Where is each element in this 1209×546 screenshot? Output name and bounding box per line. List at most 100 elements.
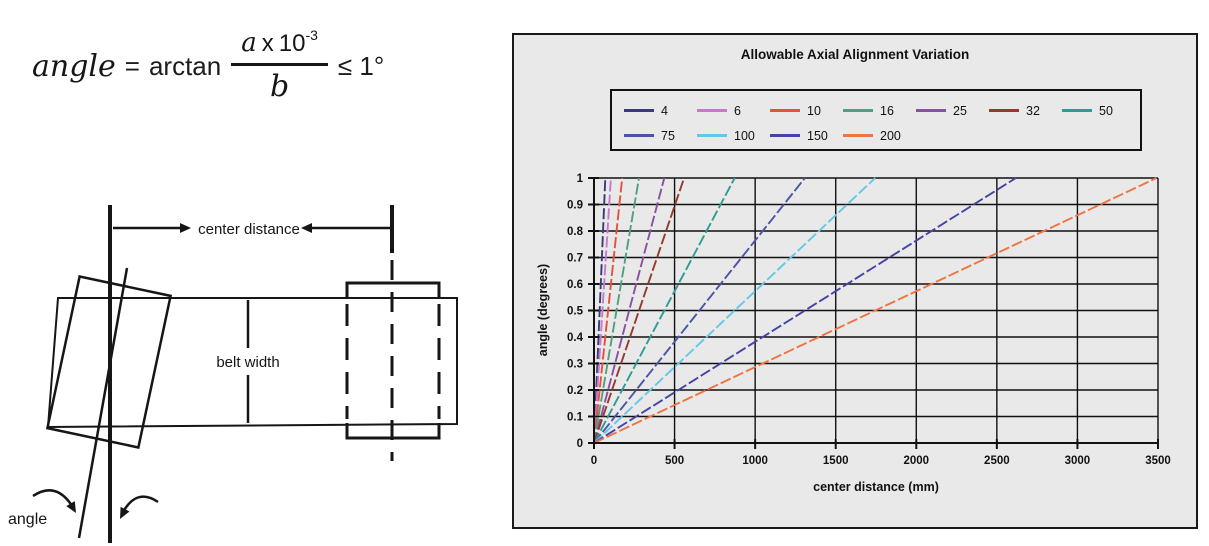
formula-a-var: a xyxy=(241,28,257,58)
y-tick-label: 0.2 xyxy=(567,385,583,397)
legend-swatch-icon xyxy=(1062,109,1092,112)
legend-item-32: 32 xyxy=(989,104,1062,118)
series-line-200 xyxy=(593,177,1157,444)
legend-swatch-icon xyxy=(697,109,727,112)
formula-equals: = xyxy=(124,50,140,81)
y-tick-label: 0.6 xyxy=(567,279,583,291)
legend-swatch-icon xyxy=(989,109,1019,112)
series-line-10 xyxy=(593,177,624,444)
belt-width-label: belt width xyxy=(216,354,279,371)
y-tick-label: 0.8 xyxy=(567,226,584,238)
legend-label: 32 xyxy=(1026,103,1040,118)
chart-legend: 4 6 10 16 25 32 50 75 100 150 200 xyxy=(610,89,1142,151)
series-line-32 xyxy=(593,177,685,444)
legend-swatch-icon xyxy=(624,109,654,112)
y-tick-label: 0.1 xyxy=(567,412,584,424)
legend-swatch-icon xyxy=(843,109,873,112)
angle-arrowhead-left-icon xyxy=(66,501,76,513)
center-distance-dimension: center distance xyxy=(113,221,391,238)
legend-swatch-icon xyxy=(770,134,800,137)
x-tick-label: 500 xyxy=(665,455,684,467)
legend-swatch-icon xyxy=(624,134,654,137)
tilted-axis-line xyxy=(77,267,129,539)
legend-label: 6 xyxy=(734,103,741,118)
legend-item-75: 75 xyxy=(624,129,697,143)
formula-constraint: ≤ 1° xyxy=(337,50,385,81)
series-line-6 xyxy=(593,177,612,444)
legend-item-16: 16 xyxy=(843,104,916,118)
belt-alignment-diagram: center distance belt width angle xyxy=(8,205,458,543)
angle-label: angle xyxy=(8,511,47,528)
series-line-16 xyxy=(593,177,640,444)
legend-row-1: 4 6 10 16 25 32 50 xyxy=(624,98,1140,123)
series-line-150 xyxy=(593,177,1017,444)
x-tick-label: 3000 xyxy=(1065,455,1091,467)
x-tick-label: 0 xyxy=(591,455,597,467)
chart-plot: 0 500 1000 1500 2000 2500 3000 3500 0 0.1 0.2 0.3 0.… xyxy=(536,173,1171,494)
y-tick-label: 0 xyxy=(577,438,583,450)
legend-label: 16 xyxy=(880,103,894,118)
y-tick-label: 0.5 xyxy=(567,306,584,318)
legend-item-50: 50 xyxy=(1062,104,1135,118)
legend-label: 100 xyxy=(734,128,755,143)
legend-label: 75 xyxy=(661,128,675,143)
center-distance-label: center distance xyxy=(198,221,300,238)
y-axis-title: angle (degrees) xyxy=(536,264,550,356)
belt-outline xyxy=(46,297,458,429)
legend-swatch-icon xyxy=(843,134,873,137)
formula-angle-var: angle xyxy=(32,48,116,84)
right-pulley-top-cap xyxy=(345,281,441,299)
x-tick-label: 3500 xyxy=(1145,455,1171,467)
y-tick-label: 1 xyxy=(577,173,584,185)
angle-arrowhead-right-icon xyxy=(120,506,130,519)
chart-panel: Allowable Axial Alignment Variation 4 6 10… xyxy=(512,33,1198,529)
chart-title: Allowable Axial Alignment Variation xyxy=(740,47,970,62)
arrow-right-icon xyxy=(180,223,191,233)
belt-width-indicator: belt width xyxy=(216,300,280,423)
formula-arctan: arctan xyxy=(148,50,222,81)
x-tick-label: 2000 xyxy=(903,455,929,467)
legend-swatch-icon xyxy=(916,109,946,112)
x-axis-title: center distance (mm) xyxy=(813,480,939,494)
legend-item-150: 150 xyxy=(770,129,843,143)
x-tick-label: 1500 xyxy=(823,455,849,467)
legend-swatch-icon xyxy=(697,134,727,137)
legend-label: 4 xyxy=(661,103,668,118)
series-line-50 xyxy=(593,177,736,444)
formula-numerator: a x 10-3 xyxy=(231,27,328,66)
legend-item-10: 10 xyxy=(770,104,843,118)
legend-item-200: 200 xyxy=(843,129,916,143)
right-pulley-bottom-cap xyxy=(345,423,441,440)
y-tick-label: 0.7 xyxy=(567,253,583,265)
legend-item-100: 100 xyxy=(697,129,770,143)
left-pulley-tilted xyxy=(45,275,173,449)
arrow-left-icon xyxy=(301,223,312,233)
series-line-75 xyxy=(593,177,806,444)
legend-row-2: 75 100 150 200 xyxy=(624,123,1140,148)
formula-lhs: angle = arctan xyxy=(32,49,221,84)
y-tick-label: 0.3 xyxy=(567,359,583,371)
y-tick-label: 0.4 xyxy=(567,332,584,344)
y-tick-label: 0.9 xyxy=(567,200,583,212)
x-tick-label: 2500 xyxy=(984,455,1010,467)
legend-label: 25 xyxy=(953,103,967,118)
angle-callout: angle xyxy=(8,489,159,528)
formula-base: 10-3 xyxy=(278,27,318,57)
formula-exponent: -3 xyxy=(305,27,318,43)
series-line-100 xyxy=(593,177,876,444)
formula-times: x xyxy=(261,30,274,57)
grid-and-series: 0 500 1000 1500 2000 2500 3000 3500 0 0.1 0.2 0.3 0.… xyxy=(567,173,1171,467)
legend-item-6: 6 xyxy=(697,104,770,118)
series-line-25 xyxy=(593,177,666,444)
legend-label: 150 xyxy=(807,128,828,143)
legend-label: 10 xyxy=(807,103,821,118)
legend-label: 50 xyxy=(1099,103,1113,118)
formula-denominator: b xyxy=(269,69,290,104)
right-pulley xyxy=(345,281,441,440)
legend-swatch-icon xyxy=(770,109,800,112)
legend-item-4: 4 xyxy=(624,104,697,118)
angle-formula: angle = arctan a x 10-3 b ≤ 1° xyxy=(32,27,385,104)
formula-fraction: a x 10-3 b xyxy=(231,27,328,104)
x-tick-label: 1000 xyxy=(742,455,768,467)
legend-item-25: 25 xyxy=(916,104,989,118)
